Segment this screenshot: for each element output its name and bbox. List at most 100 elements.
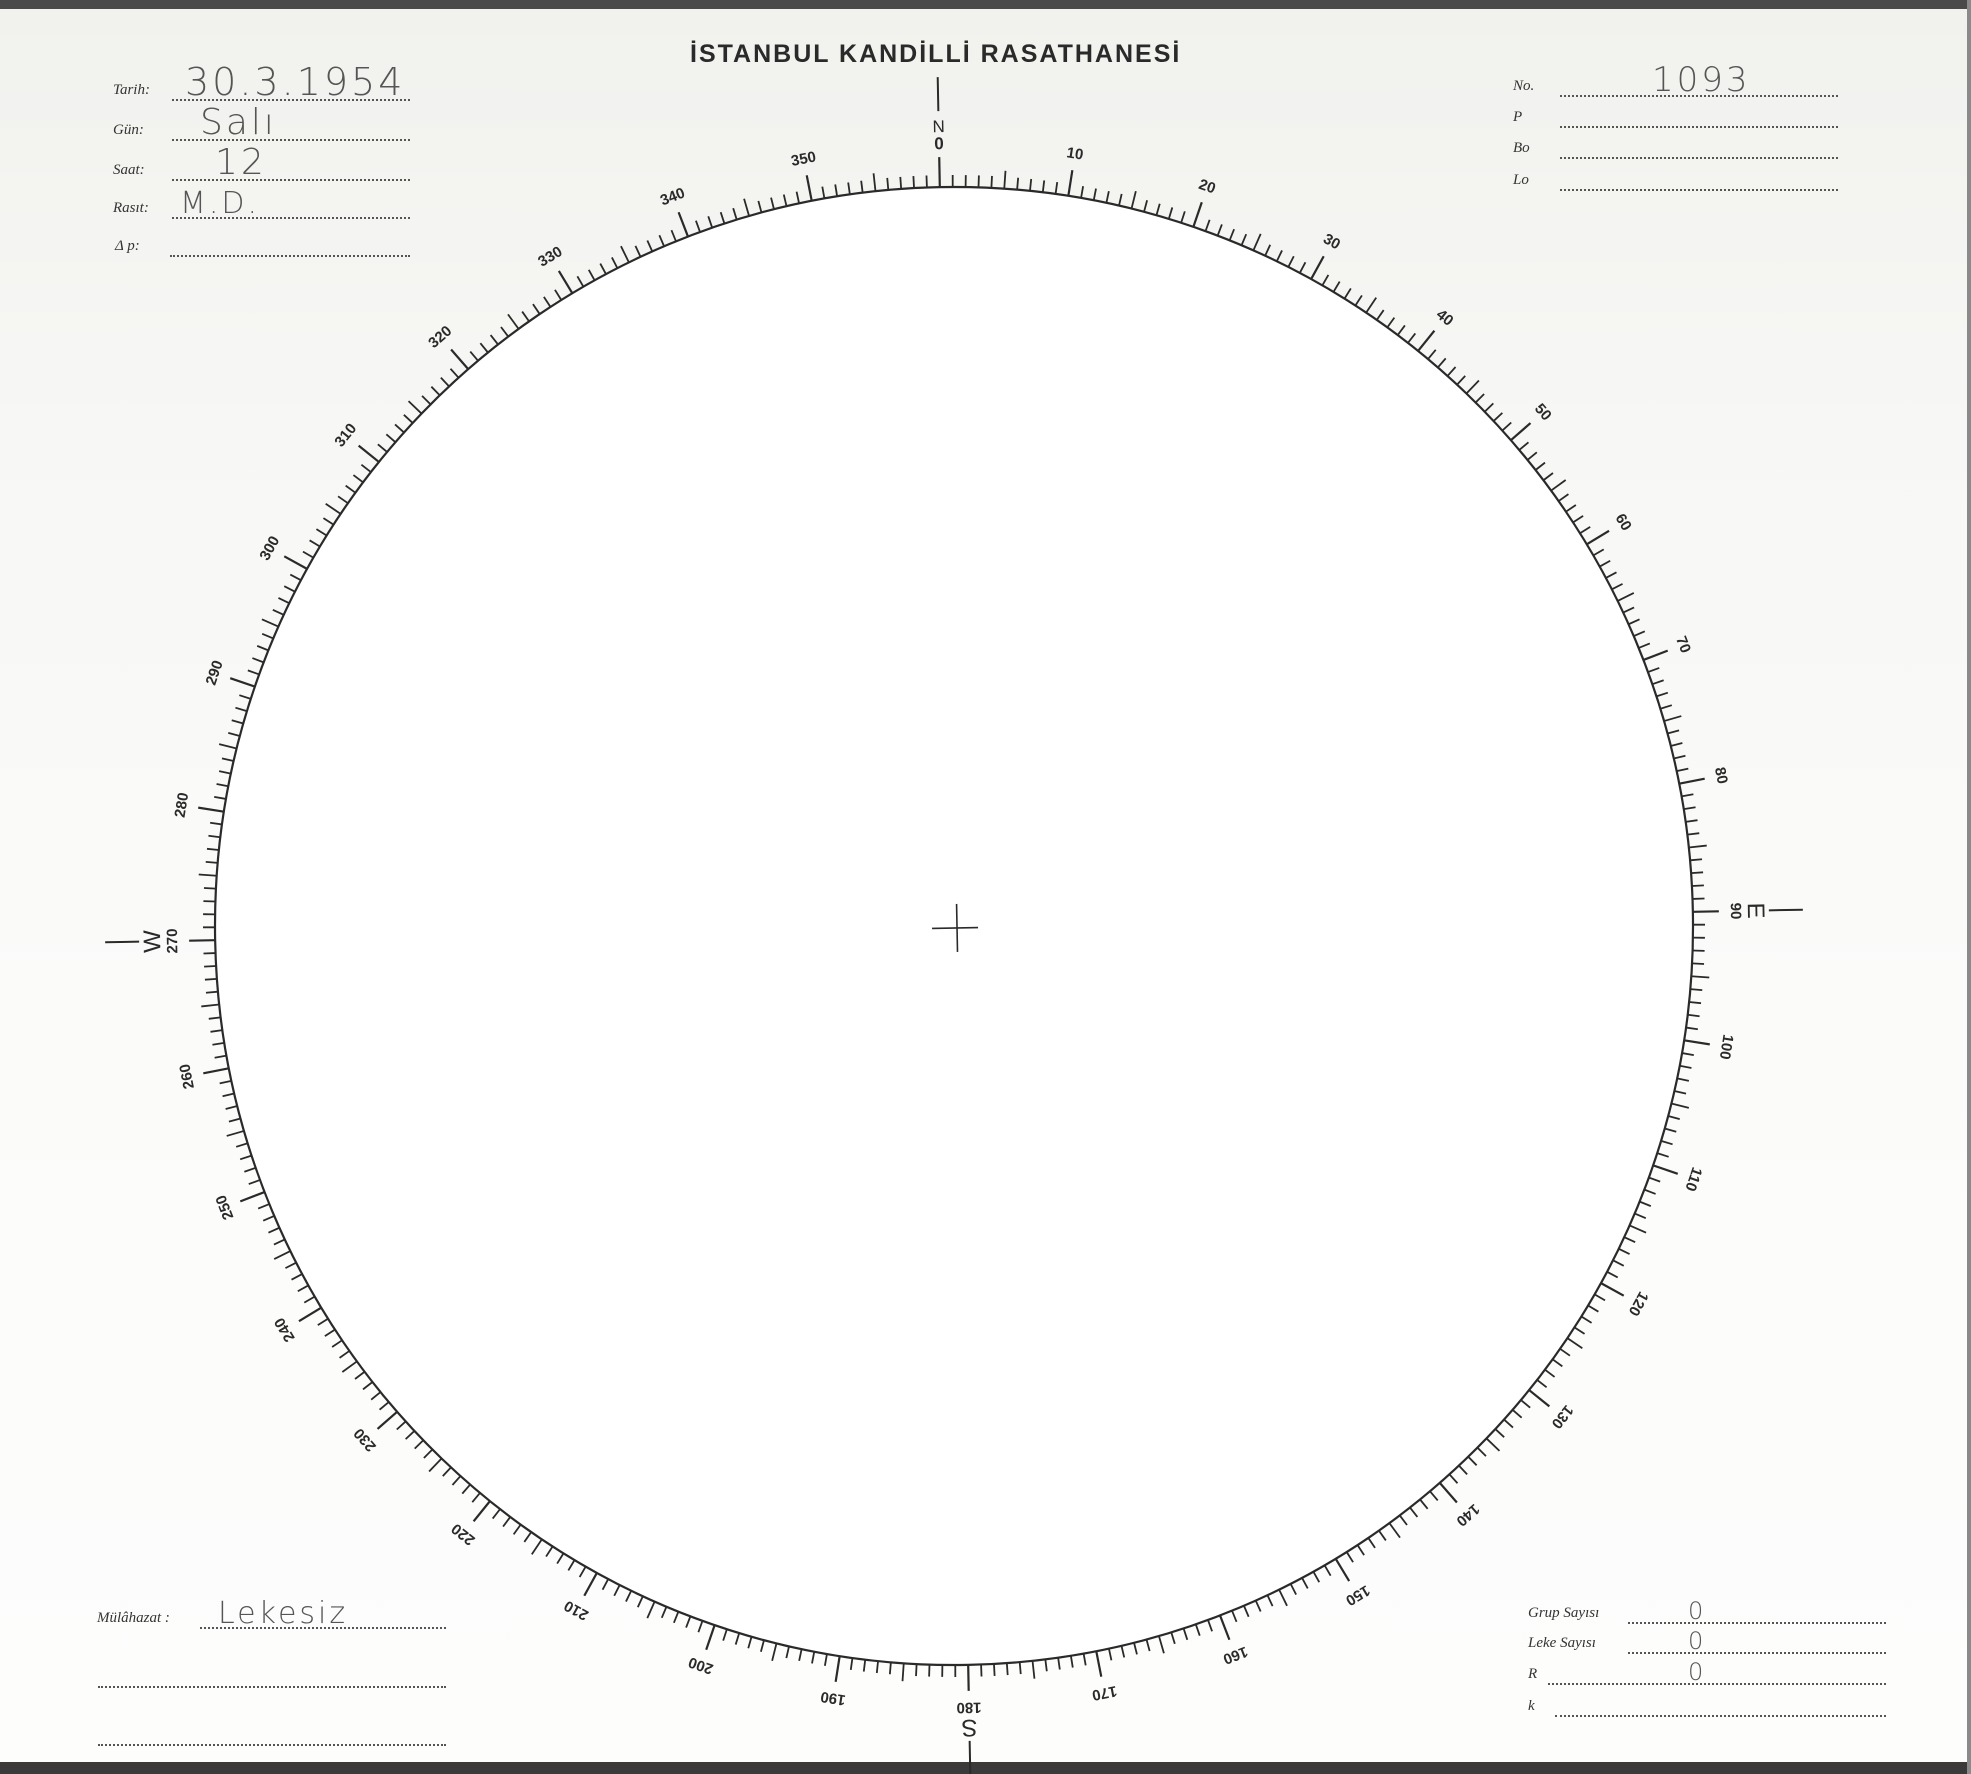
degree-label: 70 bbox=[1672, 634, 1694, 656]
field-r-value: 0 bbox=[1688, 1658, 1707, 1686]
degree-tick bbox=[309, 539, 321, 548]
field-no-dotted-line bbox=[1560, 95, 1838, 97]
degree-tick bbox=[1559, 1348, 1571, 1357]
degree-tick bbox=[1287, 255, 1295, 268]
degree-tick bbox=[1652, 679, 1664, 686]
degree-label: 350 bbox=[790, 148, 818, 170]
field-day-label: Gün: bbox=[113, 122, 144, 138]
degree-tick bbox=[247, 669, 260, 676]
degree-tick bbox=[1458, 1464, 1468, 1475]
degree-tick bbox=[442, 1466, 452, 1477]
degree-tick bbox=[231, 719, 244, 725]
field-observer-label: Rasıt: bbox=[113, 200, 149, 216]
degree-tick bbox=[1673, 754, 1686, 760]
degree-label: 10 bbox=[1065, 144, 1084, 163]
degree-tick bbox=[1080, 186, 1085, 199]
cardinal-west-marker bbox=[105, 940, 140, 944]
degree-tick bbox=[634, 245, 642, 258]
degree-tick bbox=[252, 657, 264, 664]
degree-tick bbox=[1679, 1064, 1692, 1069]
degree-tick bbox=[360, 463, 372, 473]
degree-label: 150 bbox=[1343, 1581, 1373, 1608]
field-observer-dotted-line bbox=[172, 217, 410, 219]
dial-group: 0102030405060708090100110120130140150160… bbox=[105, 77, 1803, 1774]
field-date-label: Tarih: bbox=[113, 82, 150, 98]
degree-tick bbox=[1692, 962, 1705, 965]
degree-tick bbox=[1656, 691, 1669, 698]
field-time-label: Saat: bbox=[113, 162, 145, 178]
degree-tick bbox=[1667, 729, 1680, 735]
degree-tick bbox=[205, 990, 219, 994]
degree-tick bbox=[1054, 182, 1059, 195]
degree-tick bbox=[578, 1566, 587, 1578]
degree-tick bbox=[285, 1261, 297, 1269]
field-no-label: No. bbox=[1513, 78, 1535, 94]
degree-tick bbox=[198, 873, 217, 877]
degree-tick bbox=[1660, 704, 1673, 710]
degree-tick bbox=[1639, 1200, 1652, 1207]
degree-tick bbox=[1386, 317, 1396, 328]
field-spot-count-label: Leke Sayısı bbox=[1528, 1635, 1596, 1651]
degree-tick bbox=[1438, 1482, 1458, 1504]
degree-label: 220 bbox=[448, 1520, 478, 1549]
degree-tick bbox=[273, 1238, 286, 1246]
degree-tick bbox=[1676, 767, 1689, 772]
degree-tick bbox=[1565, 504, 1577, 513]
degree-tick bbox=[1484, 402, 1494, 413]
degree-tick bbox=[1689, 858, 1703, 862]
degree-tick bbox=[203, 1067, 230, 1075]
degree-tick bbox=[1526, 451, 1538, 461]
degree-tick bbox=[298, 1306, 322, 1323]
degree-label: 160 bbox=[1221, 1643, 1250, 1668]
degree-tick bbox=[278, 597, 290, 605]
degree-tick bbox=[705, 1624, 716, 1651]
degree-tick bbox=[673, 1611, 680, 1624]
field-spot-count-value: 0 bbox=[1688, 1627, 1707, 1655]
degree-tick bbox=[235, 1142, 248, 1148]
degree-tick bbox=[990, 175, 993, 188]
degree-tick bbox=[1520, 1399, 1531, 1409]
degree-tick bbox=[1580, 1315, 1593, 1324]
degree-tick bbox=[722, 1628, 728, 1641]
degree-tick bbox=[1634, 1212, 1647, 1220]
degree-label: 230 bbox=[350, 1425, 379, 1455]
field-date-value: 30.3.1954 bbox=[185, 60, 406, 104]
degree-tick bbox=[798, 1648, 803, 1662]
field-remarks-value: Lekesiz bbox=[218, 1596, 349, 1631]
degree-tick bbox=[697, 1620, 704, 1633]
degree-tick bbox=[743, 198, 750, 217]
degree-label: 180 bbox=[956, 1699, 981, 1716]
degree-tick bbox=[1606, 1271, 1619, 1279]
degree-tick bbox=[430, 386, 441, 396]
degree-tick bbox=[1656, 1152, 1669, 1158]
degree-tick bbox=[1145, 1639, 1151, 1652]
degree-label: 30 bbox=[1320, 230, 1343, 253]
degree-tick bbox=[1501, 421, 1512, 432]
field-spot-count-dotted-line bbox=[1628, 1652, 1886, 1654]
degree-tick bbox=[734, 1632, 741, 1645]
degree-tick bbox=[289, 573, 302, 581]
degree-tick bbox=[860, 180, 864, 193]
degree-tick bbox=[1691, 975, 1710, 979]
degree-tick bbox=[228, 732, 241, 737]
degree-tick bbox=[576, 275, 585, 288]
field-time-value: 12 bbox=[215, 142, 267, 183]
degree-label: 100 bbox=[1716, 1033, 1737, 1060]
degree-tick bbox=[1647, 667, 1660, 673]
degree-label: 90 bbox=[1727, 902, 1744, 919]
degree-tick bbox=[670, 229, 677, 242]
degree-tick bbox=[1618, 1247, 1630, 1255]
degree-tick bbox=[208, 1016, 221, 1020]
field-group-count-label: Grup Sayısı bbox=[1528, 1605, 1600, 1621]
degree-tick bbox=[489, 334, 499, 346]
degree-tick bbox=[479, 342, 489, 354]
degree-label: 170 bbox=[1091, 1682, 1119, 1704]
degree-tick bbox=[1685, 819, 1698, 823]
degree-label: 210 bbox=[561, 1597, 591, 1624]
degree-tick bbox=[1485, 1437, 1501, 1452]
degree-tick bbox=[1376, 309, 1385, 321]
degree-tick bbox=[1228, 228, 1235, 241]
degree-label: 0 bbox=[934, 134, 944, 153]
degree-tick bbox=[1670, 742, 1683, 747]
degree-tick bbox=[214, 1054, 227, 1059]
